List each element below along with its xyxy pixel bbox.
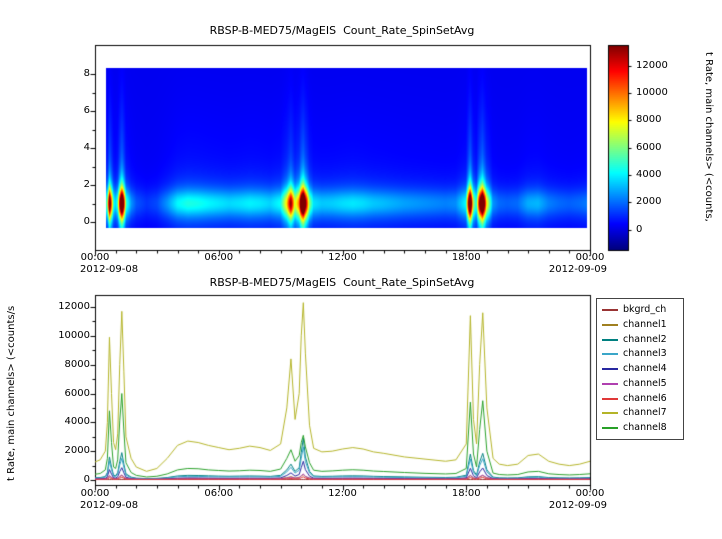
colorbar-tick-label: 10000 (636, 86, 668, 98)
spectrogram-y-tick-label: 8 (83, 68, 90, 79)
legend-item-label: channel6 (623, 392, 667, 404)
spectrogram-y-tick-label: 2 (83, 179, 90, 190)
legend-line-swatch (602, 427, 618, 429)
colorbar-axis-label: t Rate, main channels> (<counts, (703, 52, 714, 222)
legend-line-swatch (602, 412, 618, 415)
legend-item[interactable]: channel2 (602, 333, 678, 347)
colorbar-tick-label: 12000 (636, 59, 668, 71)
spectrogram-x-tick-label: 12:00 (328, 252, 357, 263)
legend-item-label: bkgrd_ch (623, 304, 667, 315)
spectrogram-title: RBSP-B-MED75/MagEIS Count_Rate_SpinSetAv… (209, 24, 475, 37)
legend-item-label: channel4 (623, 363, 667, 374)
legend-item[interactable]: bkgrd_ch (602, 303, 678, 317)
timeseries-y-tick-label: 4000 (64, 416, 90, 428)
legend-item-label: channel3 (623, 348, 667, 360)
legend-line-swatch (602, 397, 618, 400)
spectrogram-x-tick-label: 06:00 (204, 252, 234, 263)
timeseries-y-tick-label: 6000 (64, 387, 90, 399)
spectrogram-x-tick-label: 18:00 (451, 252, 481, 263)
legend-line-swatch (602, 323, 618, 326)
colorbar-tick-label: 4000 (636, 168, 662, 180)
legend-item[interactable]: channel8 (602, 421, 678, 435)
spectrogram-y-tick-label: 4 (83, 142, 90, 153)
timeseries-x-tick-label: 00:00 (575, 488, 605, 499)
legend-item-label: channel2 (623, 333, 667, 345)
legend-item-label: channel5 (623, 377, 667, 389)
timeseries-y-tick-label: 12000 (58, 301, 90, 312)
legend-line-swatch (602, 368, 618, 370)
spectrogram-y-tick-label: 0 (83, 216, 90, 227)
timeseries-x-tick-label: 18:00 (451, 488, 481, 499)
colorbar-tick-label: 2000 (636, 196, 662, 208)
colorbar-tick-label: 8000 (636, 114, 662, 126)
legend-line-swatch (602, 382, 618, 385)
legend[interactable]: bkgrd_ch channel1 channel2 channel3 chan… (596, 298, 684, 440)
legend-item-label: channel7 (623, 407, 667, 419)
timeseries-end-date: 2012-09-09 (548, 500, 607, 511)
timeseries-x-tick-label: 00:00 (80, 488, 110, 499)
legend-item-label: channel1 (623, 318, 667, 330)
timeseries-start-date: 2012-09-08 (80, 500, 139, 511)
legend-line-swatch (602, 338, 618, 341)
legend-item[interactable]: channel7 (602, 406, 678, 420)
legend-line-swatch (602, 309, 618, 311)
legend-item[interactable]: channel4 (602, 362, 678, 376)
spectrogram-x-tick-label: 00:00 (80, 252, 110, 263)
legend-item[interactable]: channel5 (602, 377, 678, 391)
timeseries-y-axis-label: t Rate, main channels> (<counts/s (6, 305, 17, 481)
legend-item[interactable]: channel6 (602, 392, 678, 406)
legend-item[interactable]: channel1 (602, 318, 678, 332)
timeseries-x-tick-label: 12:00 (328, 488, 357, 499)
legend-item-label: channel8 (623, 422, 667, 433)
spectrogram-start-date: 2012-09-08 (80, 264, 139, 275)
colorbar-tick-label: 6000 (636, 141, 662, 153)
timeseries-title: RBSP-B-MED75/MagEIS Count_Rate_SpinSetAv… (209, 276, 475, 289)
timeseries-y-tick-label: 8000 (64, 358, 90, 370)
timeseries-y-tick-label: 0 (83, 474, 90, 485)
spectrogram-y-tick-label: 6 (83, 105, 90, 116)
spectrogram-x-tick-label: 00:00 (575, 252, 605, 263)
legend-line-swatch (602, 353, 618, 356)
spectrogram-end-date: 2012-09-09 (548, 264, 607, 275)
colorbar-tick-label: 0 (636, 223, 643, 235)
timeseries-x-tick-label: 06:00 (204, 488, 234, 499)
timeseries-y-tick-label: 2000 (64, 445, 90, 457)
timeseries-y-tick-label: 10000 (58, 329, 90, 341)
legend-item[interactable]: channel3 (602, 347, 678, 361)
